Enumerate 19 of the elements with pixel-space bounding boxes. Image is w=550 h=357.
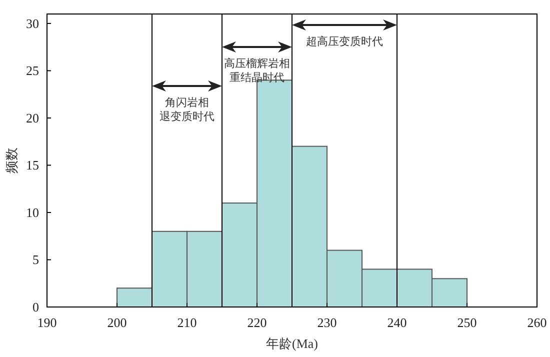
x-tick-label: 220 [247,315,267,330]
x-tick-label: 210 [177,315,197,330]
x-tick-label: 190 [37,315,57,330]
y-tick-label: 20 [26,110,39,126]
x-tick-label: 230 [317,315,337,330]
annotation: 超高压变质时代 [306,35,383,48]
annotation: 角闪岩相退变质时代 [160,96,214,123]
y-tick-label: 5 [32,252,39,268]
x-axis-title: 年龄(Ma) [266,336,318,351]
y-tick-label: 10 [26,204,39,220]
x-tick-label: 250 [457,315,477,330]
y-tick-label: 30 [26,16,39,31]
y-tick-label: 25 [26,63,39,78]
y-tick-label: 0 [32,300,39,314]
y-axis-title: 频数 [4,148,19,174]
x-tick-label: 240 [387,315,407,330]
x-tick-label: 200 [107,315,127,330]
y-tick-label: 15 [26,158,39,173]
x-tick-label: 260 [527,315,547,330]
